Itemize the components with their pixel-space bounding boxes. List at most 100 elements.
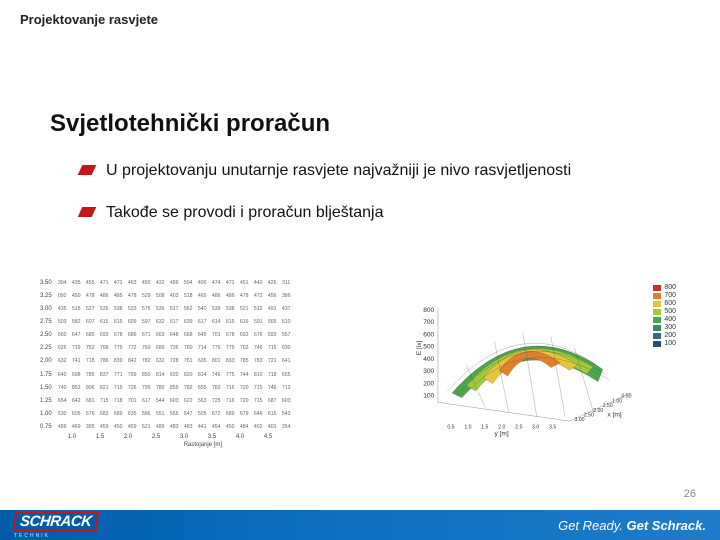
table-cell: 820 — [182, 372, 195, 378]
table-cell: 471 — [98, 280, 111, 286]
table-cell: 471 — [224, 280, 237, 286]
y-tick: 2.00 — [40, 358, 52, 364]
table-cell: 615 — [112, 319, 125, 325]
legend-swatch — [653, 293, 661, 299]
table-cell: 852 — [70, 385, 83, 391]
table-cell: 761 — [182, 358, 195, 364]
table-cell: 689 — [154, 345, 167, 351]
legend-row: 400 — [653, 316, 676, 323]
table-cell: 529 — [140, 293, 153, 299]
svg-text:500: 500 — [423, 344, 434, 351]
table-cell: 668 — [182, 332, 195, 338]
table-cell: 450 — [224, 424, 237, 430]
table-cell: 752 — [84, 345, 97, 351]
bullet-item: Takođe se provodi i proračun blještanja — [80, 202, 660, 224]
table-cell: 718 — [112, 398, 125, 404]
x-tick: 3.0 — [170, 434, 198, 440]
y-tick: 2.25 — [40, 345, 52, 351]
bullet-list: U projektovanju unutarnje rasvjete najva… — [80, 160, 660, 243]
table-cell: 655 — [280, 372, 293, 378]
table-cell: 555 — [168, 411, 181, 417]
table-cell: 839 — [112, 358, 125, 364]
table-cell: 698 — [70, 372, 83, 378]
table-cell: 455 — [84, 280, 97, 286]
legend-row: 300 — [653, 324, 676, 331]
table-cell: 785 — [238, 358, 251, 364]
bullet-item: U projektovanju unutarnje rasvjete najva… — [80, 160, 660, 182]
table-cell: 518 — [182, 293, 195, 299]
table-cell: 503 — [56, 319, 69, 325]
table-cell: 536 — [154, 306, 167, 312]
table-cell: 440 — [252, 280, 265, 286]
table-cell: 471 — [112, 280, 125, 286]
table-cell: 517 — [168, 306, 181, 312]
table-cell: 454 — [210, 424, 223, 430]
table-cell: 746 — [252, 345, 265, 351]
table-cell: 547 — [182, 411, 195, 417]
table-cell: 681 — [84, 398, 97, 404]
table-row: 7408529068217157267957808557826557837167… — [56, 385, 366, 391]
surface-svg: 800700600500400300200100 3.002.502.001.5 — [384, 280, 680, 440]
table-cell: 521 — [238, 306, 251, 312]
table-cell: 760 — [182, 345, 195, 351]
table-cell: 821 — [98, 385, 111, 391]
table-cell: 616 — [238, 319, 251, 325]
table-cell: 551 — [154, 411, 167, 417]
table-cell: 425 — [266, 280, 279, 286]
surface-legend: 800700600500400300200100 — [653, 284, 676, 348]
table-cell: 563 — [196, 398, 209, 404]
table-cell: 715 — [252, 398, 265, 404]
table-cell: 663 — [154, 332, 167, 338]
table-cell: 607 — [84, 319, 97, 325]
table-cell: 505 — [196, 411, 209, 417]
table-cell: 785 — [84, 372, 97, 378]
table-cell: 635 — [196, 358, 209, 364]
legend-row: 800 — [653, 284, 676, 291]
svg-text:1.5: 1.5 — [481, 425, 488, 431]
illuminance-3d-surface: 800700600500400300200100 800700600500400… — [384, 280, 680, 480]
table-cell: 617 — [168, 319, 181, 325]
table-cell: 855 — [168, 385, 181, 391]
table-cell: 441 — [196, 424, 209, 430]
legend-label: 700 — [664, 292, 676, 299]
table-cell: 814 — [154, 372, 167, 378]
svg-text:2.5: 2.5 — [515, 425, 522, 431]
bullet-text: U projektovanju unutarnje rasvjete najva… — [106, 160, 571, 182]
table-cell: 533 — [126, 306, 139, 312]
bullet-marker-icon — [78, 165, 97, 175]
svg-text:700: 700 — [423, 319, 434, 326]
x-tick: 3.5 — [198, 434, 226, 440]
table-cell: 736 — [168, 345, 181, 351]
table-cell: 615 — [98, 319, 111, 325]
logo-text: SCHRACK — [13, 512, 99, 532]
table-cell: 740 — [56, 385, 69, 391]
svg-text:600: 600 — [423, 331, 434, 338]
brand-logo: SCHRACK TECHNIK — [14, 512, 98, 539]
table-cell: 850 — [140, 372, 153, 378]
table-cell: 635 — [126, 411, 139, 417]
table-cell: 728 — [168, 358, 181, 364]
y-tick: 1.50 — [40, 385, 52, 391]
y-tick: 1.00 — [40, 411, 52, 417]
table-cell: 721 — [266, 358, 279, 364]
table-row: 4894693954594504595214894834834414544504… — [56, 424, 366, 430]
table-cell: 795 — [140, 385, 153, 391]
legend-swatch — [653, 325, 661, 331]
legend-label: 500 — [664, 308, 676, 315]
table-cell: 645 — [196, 332, 209, 338]
y-tick: 3.00 — [40, 306, 52, 312]
table-cell: 801 — [210, 358, 223, 364]
y-tick: 3.50 — [40, 280, 52, 286]
table-cell: 655 — [196, 385, 209, 391]
table-cell: 689 — [112, 411, 125, 417]
y-tick: 3.25 — [40, 293, 52, 299]
table-cell: 456 — [266, 293, 279, 299]
main-title: Svjetlotehnički proračun — [50, 110, 330, 138]
y-tick: 2.75 — [40, 319, 52, 325]
table-cell: 775 — [112, 345, 125, 351]
table-cell: 597 — [140, 319, 153, 325]
illuminance-table-figure: 3.503.253.002.752.502.252.001.751.501.25… — [40, 280, 366, 480]
table-cell: 760 — [140, 345, 153, 351]
table-cell: 842 — [126, 358, 139, 364]
table-cell: 463 — [126, 280, 139, 286]
